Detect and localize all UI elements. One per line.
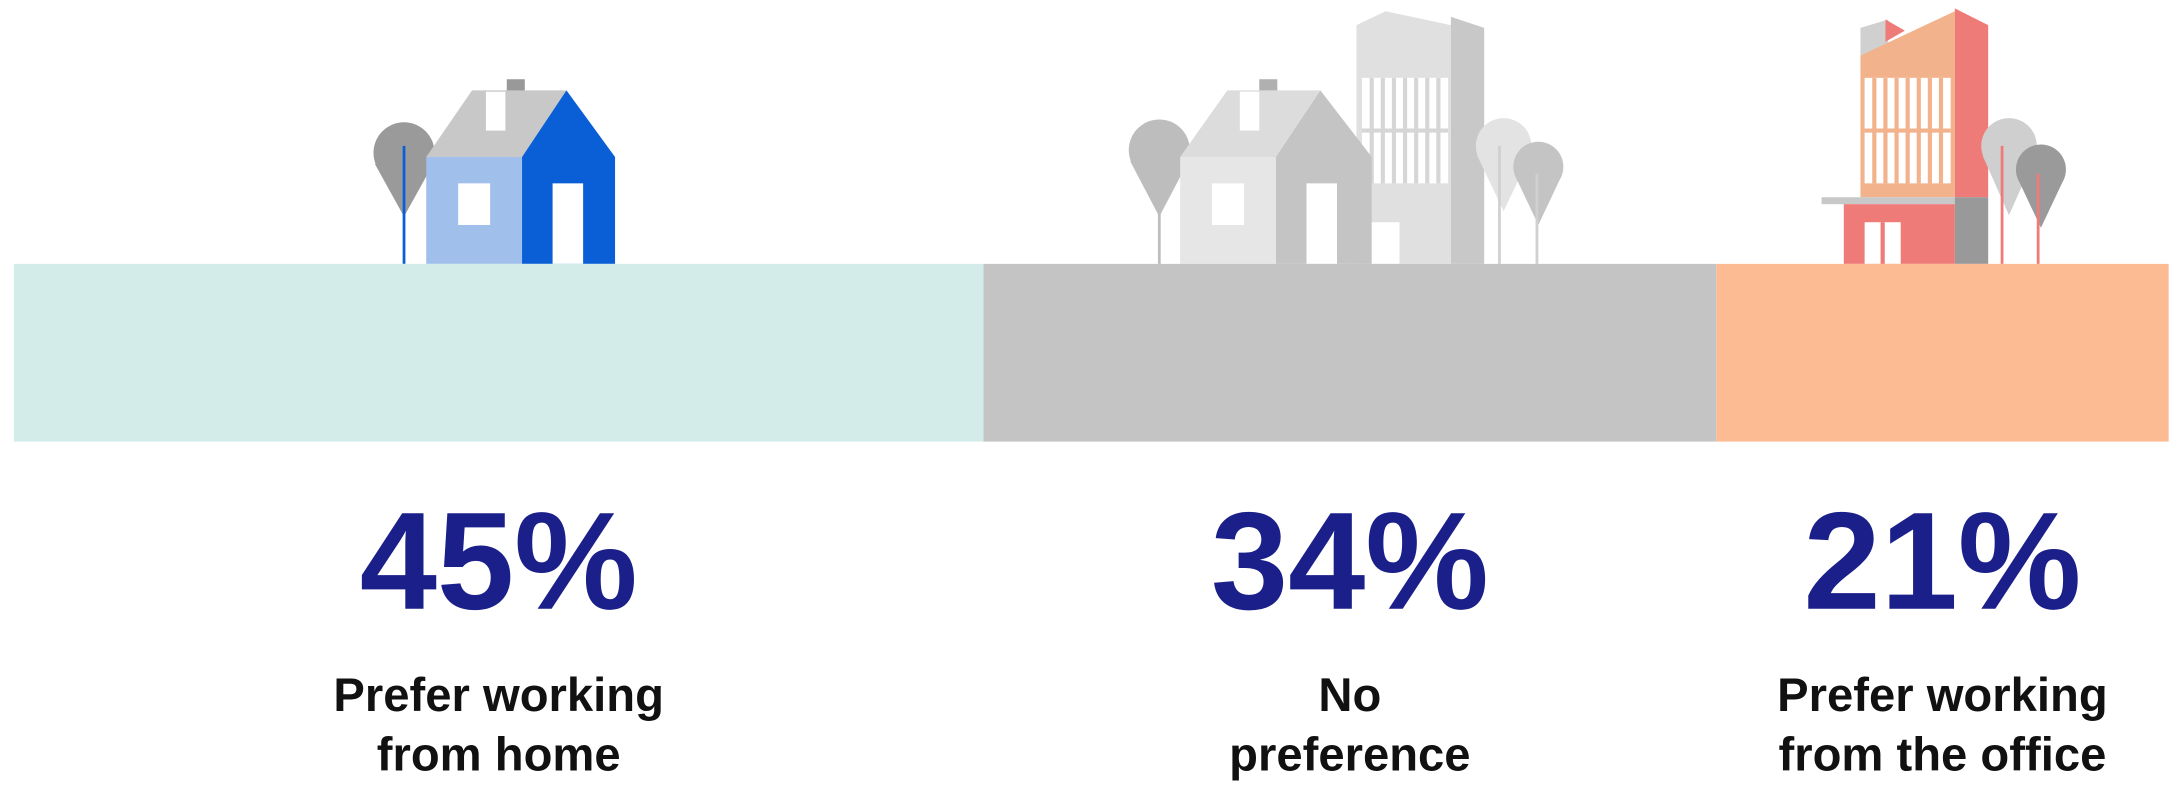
category-label-box: Prefer working from home xyxy=(333,669,664,782)
value-label: 45% xyxy=(360,484,638,639)
category-label-box: Prefer working from the office xyxy=(1777,669,2108,782)
category-label: Prefer working from the office xyxy=(1777,669,2108,782)
category-label: Prefer working from home xyxy=(333,669,664,782)
value-label: 21% xyxy=(1803,484,2081,639)
home-icon xyxy=(373,79,616,264)
value-label: 34% xyxy=(1211,484,1489,639)
office-icon xyxy=(1821,8,2066,264)
category-label-box: No preference xyxy=(1229,669,1471,782)
bar-segment xyxy=(1716,263,2169,442)
category-label: No preference xyxy=(1229,669,1471,782)
bar-segment xyxy=(13,263,984,442)
mixed-icon xyxy=(1128,11,1564,264)
bar-segment xyxy=(983,263,1717,442)
